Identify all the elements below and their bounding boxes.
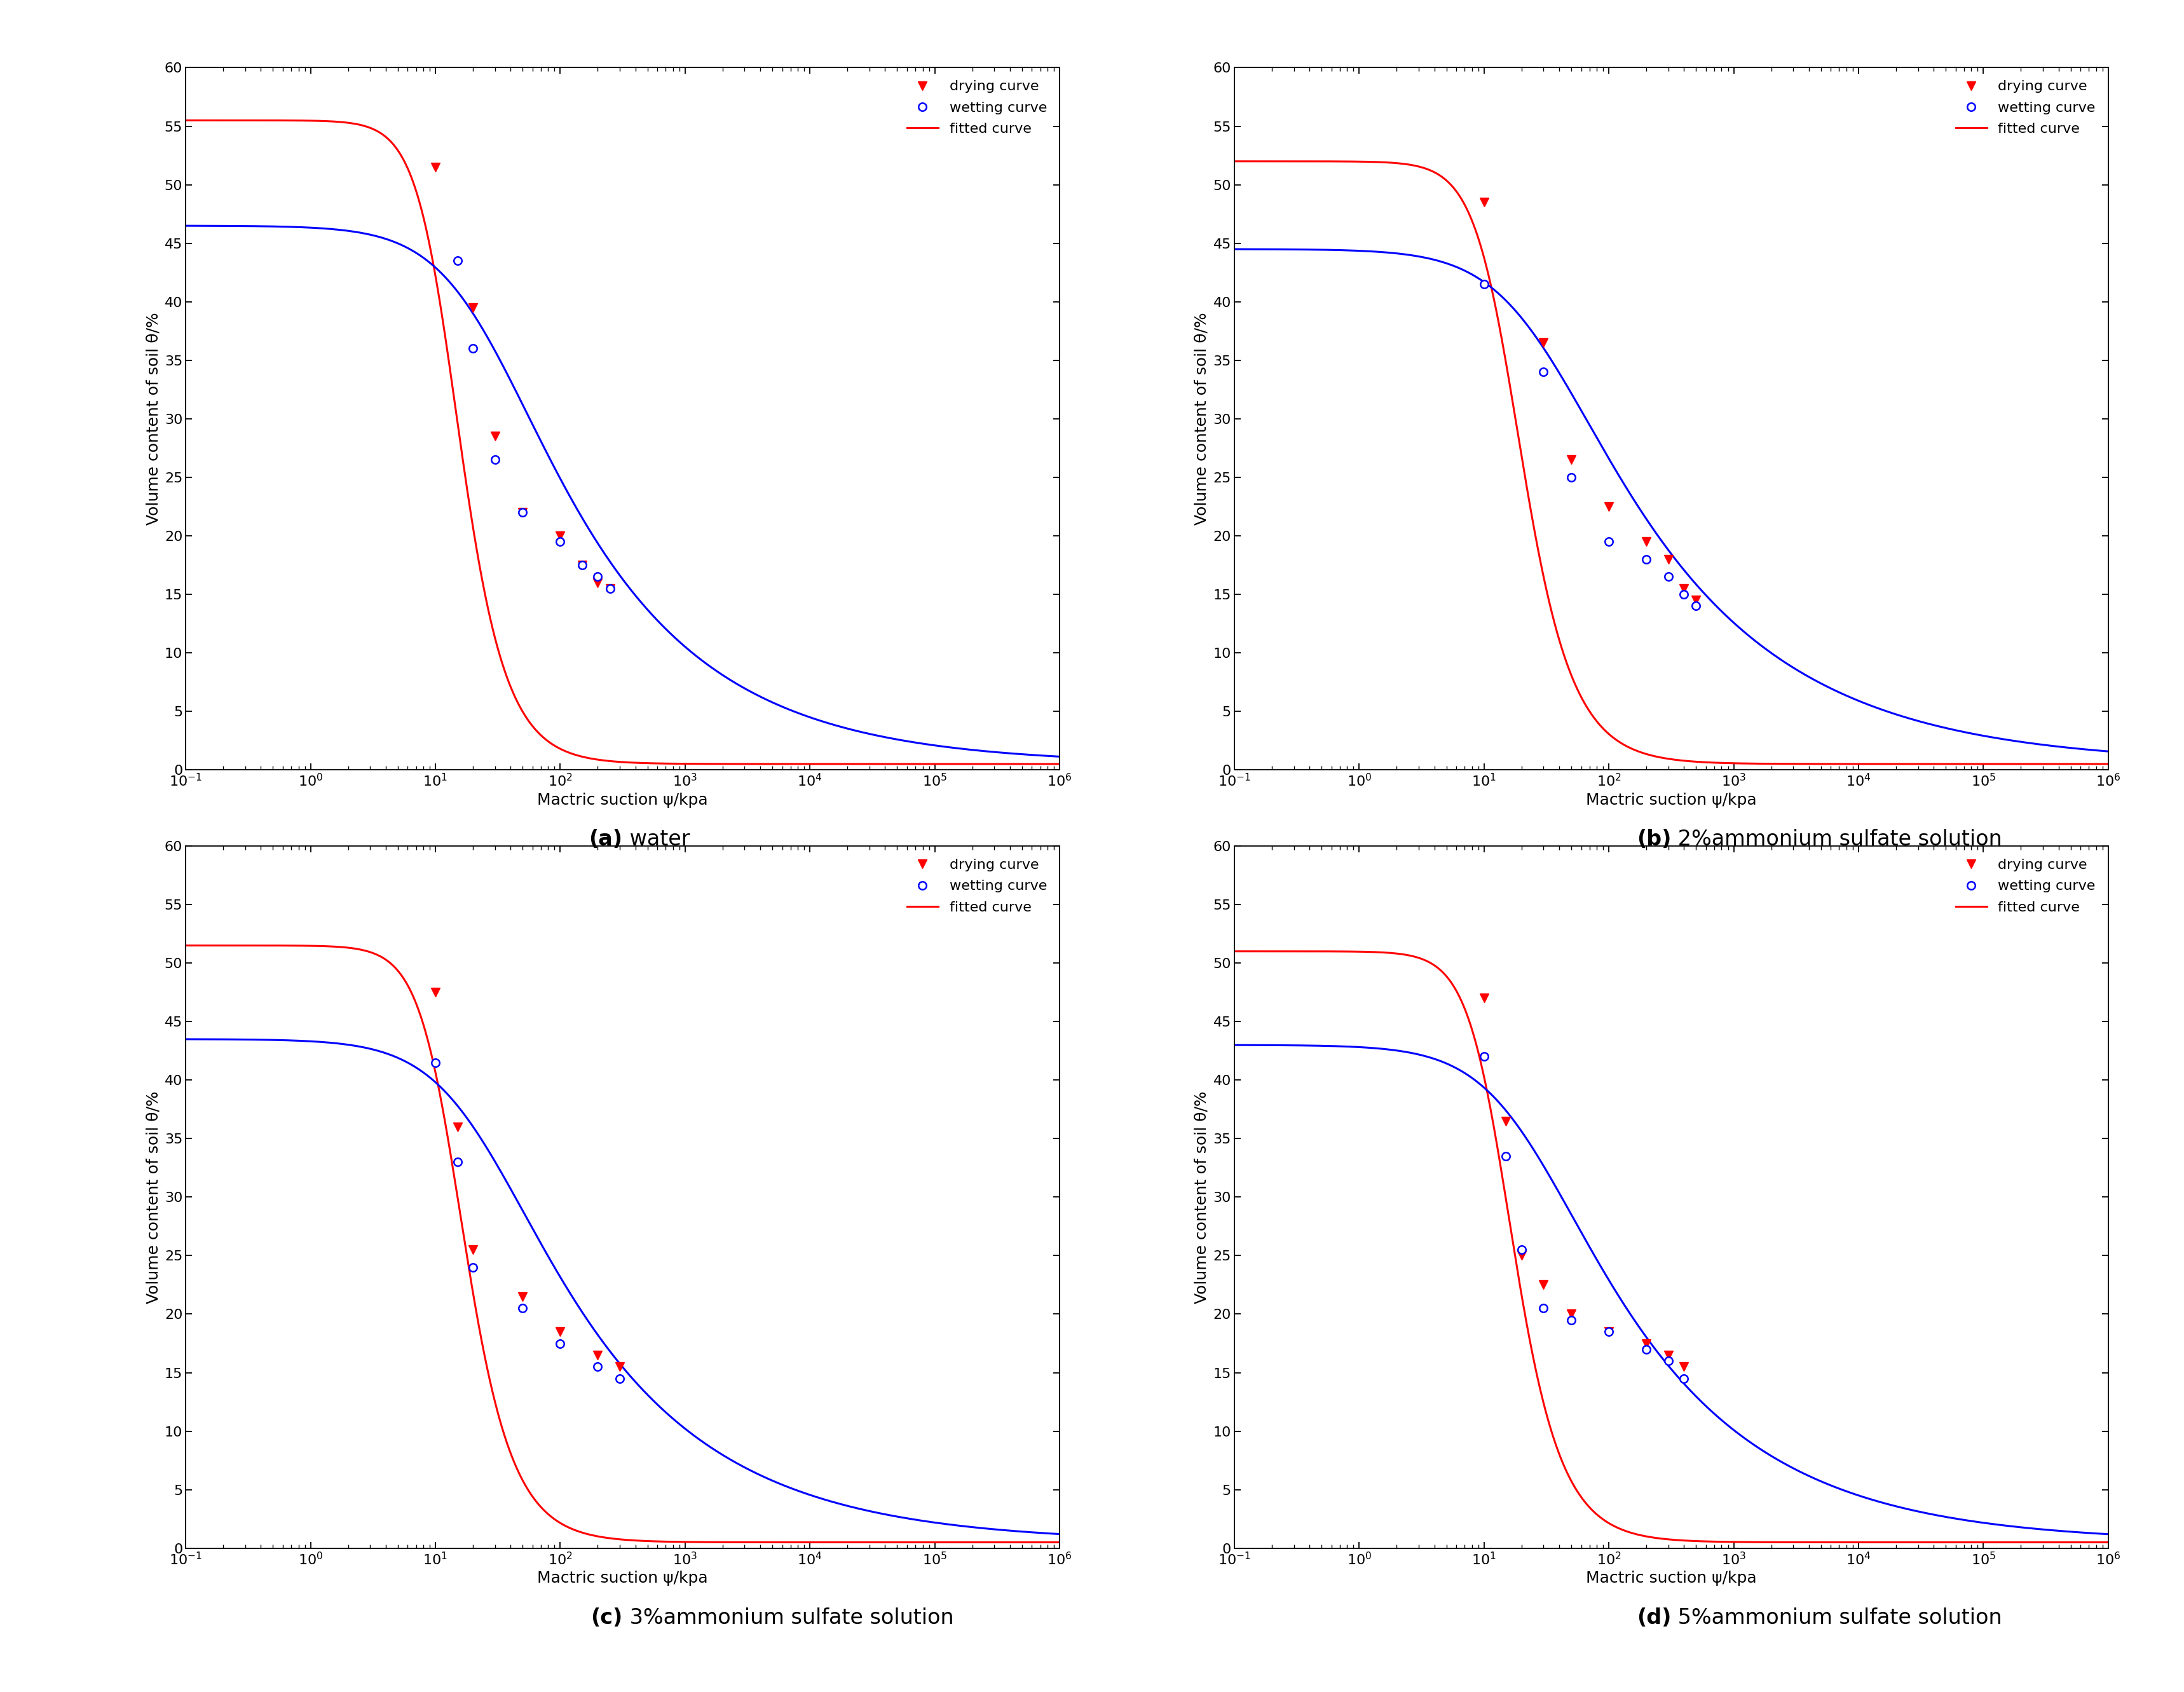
Y-axis label: Volume content of soil θ/%: Volume content of soil θ/%: [1195, 313, 1210, 525]
X-axis label: Mactric suction ψ/kpa: Mactric suction ψ/kpa: [1586, 1570, 1756, 1585]
drying curve: [1557, 450, 1583, 470]
wetting curve: [1671, 584, 1697, 604]
drying curve: [1531, 1274, 1557, 1294]
drying curve: [1492, 1112, 1518, 1132]
Legend: drying curve, wetting curve, fitted curve: drying curve, wetting curve, fitted curv…: [1950, 74, 2101, 140]
drying curve: [1655, 1345, 1682, 1365]
wetting curve: [1557, 1310, 1583, 1330]
drying curve: [546, 1321, 572, 1342]
Legend: drying curve, wetting curve, fitted curve: drying curve, wetting curve, fitted curv…: [1950, 853, 2101, 919]
drying curve: [1531, 333, 1557, 354]
wetting curve: [1557, 467, 1583, 487]
Y-axis label: Volume content of soil θ/%: Volume content of soil θ/%: [146, 1091, 162, 1303]
drying curve: [1634, 531, 1660, 552]
wetting curve: [1507, 1240, 1533, 1261]
drying curve: [1507, 1245, 1533, 1266]
wetting curve: [568, 555, 594, 575]
drying curve: [422, 157, 448, 178]
wetting curve: [1655, 1350, 1682, 1371]
wetting curve: [546, 531, 572, 552]
wetting curve: [1531, 362, 1557, 382]
wetting curve: [459, 1257, 485, 1277]
drying curve: [459, 298, 485, 318]
Text: 5%ammonium sulfate solution: 5%ammonium sulfate solution: [1671, 1607, 2001, 1628]
drying curve: [568, 555, 594, 575]
Line: wetting curve: wetting curve: [1479, 1052, 1688, 1382]
Line: drying curve: drying curve: [430, 162, 614, 592]
drying curve: [607, 1357, 633, 1377]
Text: 2%ammonium sulfate solution: 2%ammonium sulfate solution: [1671, 829, 2003, 849]
drying curve: [1470, 988, 1496, 1008]
Text: (b): (b): [1636, 829, 1671, 849]
wetting curve: [443, 250, 470, 271]
wetting curve: [1671, 1369, 1697, 1389]
wetting curve: [483, 450, 509, 470]
Text: water: water: [622, 829, 690, 849]
wetting curve: [1594, 1321, 1621, 1342]
drying curve: [1594, 1321, 1621, 1342]
wetting curve: [585, 567, 612, 587]
drying curve: [1655, 548, 1682, 569]
drying curve: [443, 1117, 470, 1137]
drying curve: [585, 572, 612, 592]
Legend: drying curve, wetting curve, fitted curve: drying curve, wetting curve, fitted curv…: [902, 853, 1053, 919]
wetting curve: [596, 579, 622, 599]
wetting curve: [509, 1298, 535, 1318]
wetting curve: [1470, 1046, 1496, 1068]
Y-axis label: Volume content of soil θ/%: Volume content of soil θ/%: [1195, 1091, 1210, 1303]
wetting curve: [1531, 1298, 1557, 1318]
drying curve: [1671, 1357, 1697, 1377]
wetting curve: [585, 1357, 612, 1377]
drying curve: [1594, 496, 1621, 516]
wetting curve: [1492, 1145, 1518, 1166]
wetting curve: [443, 1152, 470, 1173]
drying curve: [1634, 1333, 1660, 1354]
wetting curve: [546, 1333, 572, 1354]
Line: wetting curve: wetting curve: [430, 1059, 625, 1382]
wetting curve: [1655, 567, 1682, 587]
X-axis label: Mactric suction ψ/kpa: Mactric suction ψ/kpa: [1586, 792, 1756, 807]
drying curve: [1671, 579, 1697, 599]
wetting curve: [459, 338, 485, 359]
wetting curve: [1594, 531, 1621, 552]
wetting curve: [422, 1052, 448, 1073]
drying curve: [422, 981, 448, 1002]
wetting curve: [1634, 1338, 1660, 1359]
drying curve: [1557, 1305, 1583, 1325]
drying curve: [483, 426, 509, 447]
Legend: drying curve, wetting curve, fitted curve: drying curve, wetting curve, fitted curv…: [902, 74, 1053, 140]
X-axis label: Mactric suction ψ/kpa: Mactric suction ψ/kpa: [537, 792, 708, 807]
drying curve: [509, 503, 535, 523]
Line: wetting curve: wetting curve: [454, 257, 614, 592]
Text: (c): (c): [590, 1607, 622, 1628]
Text: 3%ammonium sulfate solution: 3%ammonium sulfate solution: [622, 1607, 952, 1628]
wetting curve: [607, 1369, 633, 1389]
drying curve: [585, 1345, 612, 1365]
drying curve: [1682, 591, 1708, 611]
Text: (a): (a): [590, 829, 622, 849]
wetting curve: [509, 503, 535, 523]
Y-axis label: Volume content of soil θ/%: Volume content of soil θ/%: [146, 313, 162, 525]
drying curve: [509, 1286, 535, 1306]
Text: (d): (d): [1636, 1607, 1671, 1628]
drying curve: [596, 579, 622, 599]
drying curve: [459, 1240, 485, 1261]
wetting curve: [1634, 548, 1660, 569]
drying curve: [546, 526, 572, 547]
X-axis label: Mactric suction ψ/kpa: Mactric suction ψ/kpa: [537, 1570, 708, 1585]
Line: drying curve: drying curve: [430, 988, 625, 1371]
Line: drying curve: drying curve: [1479, 198, 1699, 604]
wetting curve: [1470, 274, 1496, 294]
wetting curve: [1682, 596, 1708, 616]
drying curve: [1470, 193, 1496, 213]
Line: wetting curve: wetting curve: [1479, 281, 1699, 611]
Line: drying curve: drying curve: [1479, 993, 1688, 1371]
